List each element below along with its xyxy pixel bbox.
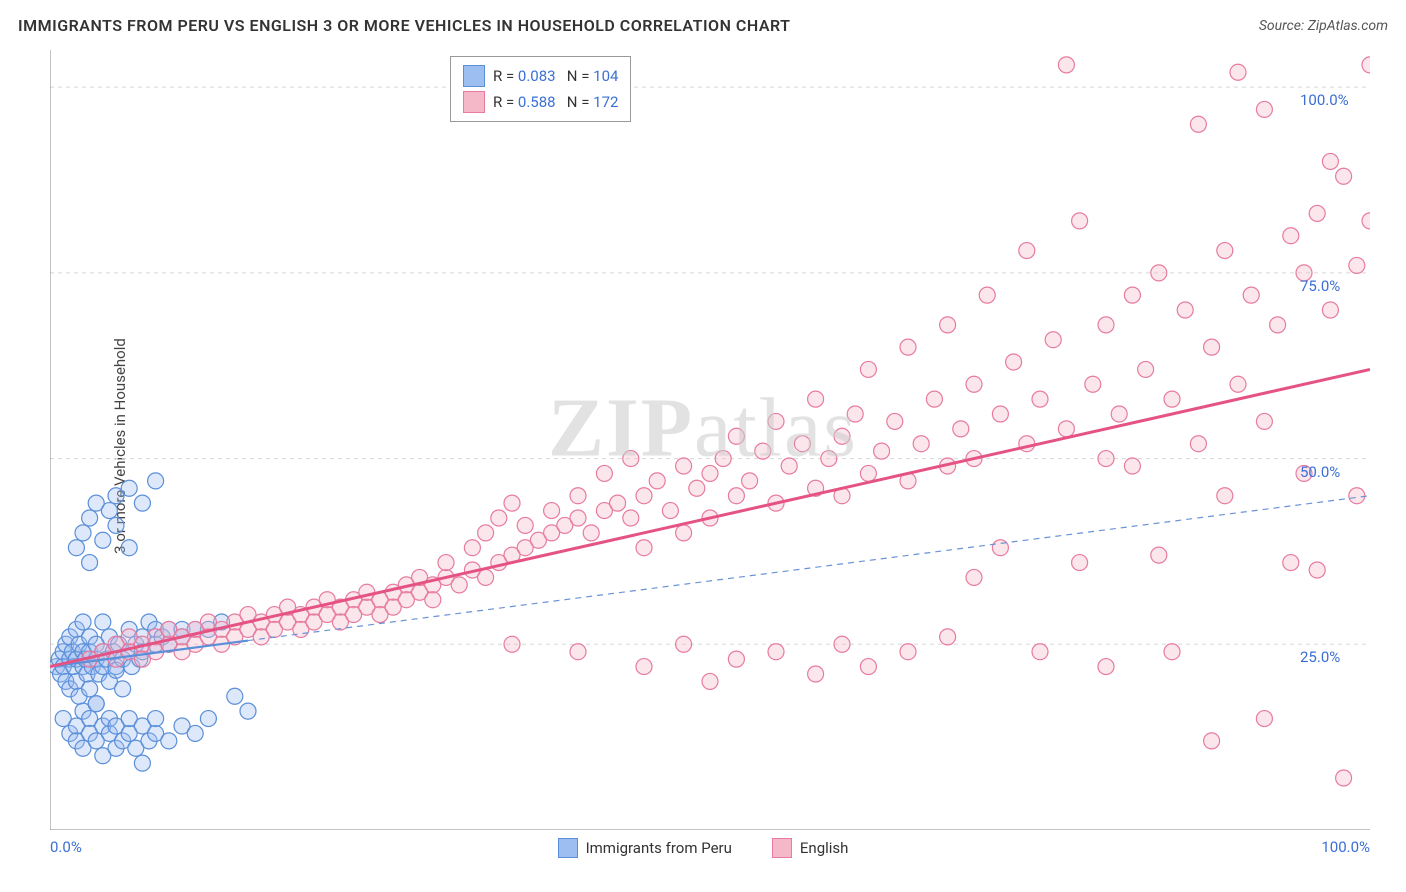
chart-header: IMMIGRANTS FROM PERU VS ENGLISH 3 OR MOR… (18, 16, 1388, 35)
source: Source: ZipAtlas.com (1259, 18, 1388, 34)
legend-swatch (463, 65, 485, 87)
plot-area (50, 50, 1370, 830)
y-tick-label: 75.0% (1300, 277, 1340, 295)
legend-swatch (558, 838, 578, 858)
series-legend-label: English (800, 839, 849, 857)
series-legend: Immigrants from Peru English (0, 838, 1406, 858)
legend-swatch (772, 838, 792, 858)
stats-legend-row: R = 0.588 N = 172 (463, 89, 618, 115)
source-label: Source: (1259, 18, 1308, 34)
legend-swatch (463, 91, 485, 113)
stats-legend-row: R = 0.083 N = 104 (463, 63, 618, 89)
y-tick-label: 25.0% (1300, 648, 1340, 666)
y-tick-label: 100.0% (1300, 91, 1349, 109)
series-legend-item: Immigrants from Peru (558, 838, 732, 858)
series-legend-item: English (772, 838, 849, 858)
y-tick-label: 50.0% (1300, 463, 1340, 481)
scatter-plot-svg (50, 50, 1370, 830)
source-name: ZipAtlas.com (1308, 18, 1388, 34)
series-legend-label: Immigrants from Peru (586, 839, 732, 857)
stats-legend: R = 0.083 N = 104R = 0.588 N = 172 (450, 56, 631, 122)
chart-title: IMMIGRANTS FROM PERU VS ENGLISH 3 OR MOR… (18, 16, 791, 35)
